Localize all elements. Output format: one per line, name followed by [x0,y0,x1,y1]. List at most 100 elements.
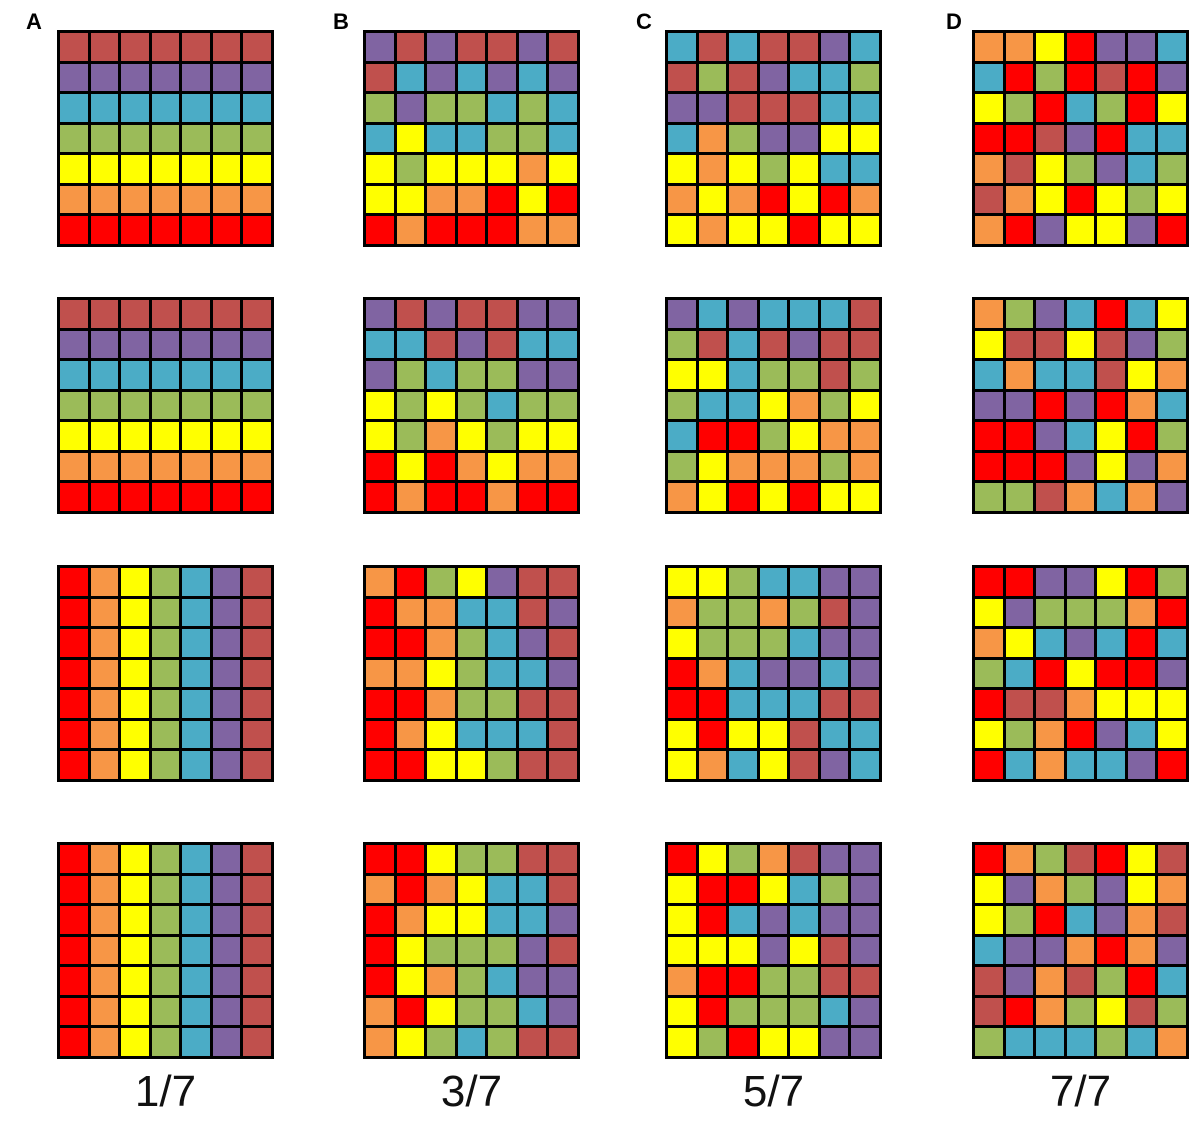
grid-cell [1097,452,1125,481]
grid-cell [1066,997,1095,1026]
grid-cell [243,483,271,511]
grid-cell [366,155,394,183]
grid-cell [182,659,210,688]
grid-cell [549,422,577,450]
grid-cell [243,936,271,965]
grid-cell [518,452,547,481]
grid-cell [729,967,757,995]
grid-cell [121,155,149,183]
grid-cell [151,629,180,657]
grid-cell [60,185,88,214]
grid-cell [1066,1028,1095,1056]
grid-cell [60,936,88,965]
grid-cell [60,361,88,389]
grid-cell [396,124,425,153]
grid-cell [1158,94,1186,122]
grid-cell [790,483,818,511]
grid-cell [366,185,394,214]
grid-cell [729,391,757,420]
grid-cell [212,659,241,688]
grid-cell [518,94,547,122]
grid-cell [457,845,486,873]
grid-cell [396,330,425,359]
grid-cell [457,185,486,214]
grid-cell [1097,690,1125,718]
grid-cell [975,361,1003,389]
grid-cell [60,63,88,92]
grid-cell [1036,33,1064,61]
grid-cell [488,33,516,61]
grid-cell [1036,216,1064,244]
grid-cell [1005,330,1034,359]
grid-cell [549,94,577,122]
grid-cell [1066,33,1095,61]
grid-cell [151,33,180,61]
grid-cell [243,452,271,481]
grid-cell [518,906,547,934]
grid-cell [396,659,425,688]
grid-cell [427,936,455,965]
grid-cell [1097,845,1125,873]
grid-cell [121,452,149,481]
grid-cell [851,330,879,359]
grid-cell [549,1028,577,1056]
grid-cell [820,124,849,153]
grid-cell [975,300,1003,328]
grid-cell [820,452,849,481]
grid-cell [790,1028,818,1056]
grid-cell [1097,720,1125,749]
grid-cell [729,452,757,481]
grid-cell [1066,94,1095,122]
grid-cell [1127,422,1156,450]
grid-cell [668,568,696,596]
grid-cell [668,875,696,904]
grid-cell [151,720,180,749]
grid-cell [1127,690,1156,718]
grid-cell [759,216,788,244]
grid-cell [1005,216,1034,244]
grid-cell [488,967,516,995]
grid-cell [668,63,696,92]
color-grid-b-2 [363,297,580,514]
grid-cell [668,629,696,657]
grid-cell [1097,906,1125,934]
color-grid-a-2 [57,297,274,514]
grid-cell [396,629,425,657]
grid-cell [1005,906,1034,934]
grid-cell [90,300,119,328]
grid-cell [1158,659,1186,688]
grid-cell [1097,185,1125,214]
grid-cell [820,300,849,328]
grid-cell [549,875,577,904]
grid-cell [396,452,425,481]
grid-cell [151,997,180,1026]
grid-cell [488,63,516,92]
grid-cell [1005,483,1034,511]
grid-cell [366,300,394,328]
grid-cell [457,452,486,481]
grid-cell [698,33,727,61]
grid-cell [1036,936,1064,965]
grid-cell [212,185,241,214]
grid-cell [427,690,455,718]
grid-cell [698,568,727,596]
grid-cell [820,629,849,657]
grid-cell [90,720,119,749]
grid-cell [90,63,119,92]
grid-cell [121,568,149,596]
grid-cell [90,94,119,122]
grid-cell [1127,185,1156,214]
color-grid-d-4 [972,842,1189,1059]
grid-cell [668,391,696,420]
grid-cell [243,422,271,450]
grid-cell [243,690,271,718]
grid-cell [182,936,210,965]
grid-cell [1158,185,1186,214]
grid-cell [1066,690,1095,718]
grid-cell [820,751,849,779]
grid-cell [820,967,849,995]
grid-cell [182,33,210,61]
grid-cell [851,300,879,328]
grid-cell [1127,391,1156,420]
grid-cell [1097,751,1125,779]
